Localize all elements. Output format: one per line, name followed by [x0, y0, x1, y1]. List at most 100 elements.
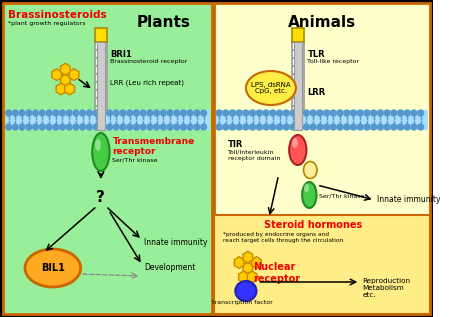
Circle shape	[270, 124, 276, 130]
Circle shape	[6, 124, 12, 130]
Text: ?: ?	[97, 190, 105, 205]
Ellipse shape	[235, 281, 257, 301]
Circle shape	[66, 124, 72, 130]
Text: TLR: TLR	[308, 50, 325, 59]
Circle shape	[127, 124, 133, 130]
Circle shape	[391, 124, 397, 130]
Circle shape	[364, 124, 370, 130]
Circle shape	[174, 124, 179, 130]
Circle shape	[120, 124, 126, 130]
Ellipse shape	[292, 138, 298, 148]
Circle shape	[377, 124, 383, 130]
Circle shape	[19, 110, 25, 116]
Circle shape	[290, 124, 296, 130]
Text: Innate immunity: Innate immunity	[377, 196, 440, 204]
Circle shape	[13, 124, 18, 130]
Ellipse shape	[302, 182, 317, 208]
Circle shape	[411, 110, 417, 116]
Ellipse shape	[304, 161, 317, 178]
Text: LRR: LRR	[308, 88, 326, 97]
Circle shape	[304, 110, 309, 116]
Ellipse shape	[304, 184, 309, 192]
Circle shape	[87, 124, 92, 130]
Circle shape	[154, 124, 160, 130]
Circle shape	[167, 110, 173, 116]
Circle shape	[276, 110, 282, 116]
Ellipse shape	[95, 139, 101, 151]
Circle shape	[53, 124, 59, 130]
Circle shape	[223, 110, 229, 116]
Circle shape	[270, 110, 276, 116]
Circle shape	[236, 124, 242, 130]
Circle shape	[32, 110, 38, 116]
Ellipse shape	[25, 249, 81, 287]
Circle shape	[371, 110, 377, 116]
Circle shape	[257, 110, 262, 116]
Circle shape	[384, 110, 390, 116]
Circle shape	[276, 124, 282, 130]
Circle shape	[243, 124, 249, 130]
Circle shape	[113, 124, 119, 130]
Circle shape	[310, 110, 316, 116]
Circle shape	[120, 110, 126, 116]
Text: Development: Development	[144, 263, 195, 272]
Circle shape	[357, 110, 363, 116]
Circle shape	[133, 124, 139, 130]
Text: Plants: Plants	[136, 15, 190, 30]
Circle shape	[73, 124, 79, 130]
Circle shape	[331, 124, 336, 130]
Circle shape	[263, 124, 269, 130]
Circle shape	[216, 124, 222, 130]
Text: Ser/Thr kinase: Ser/Thr kinase	[319, 193, 364, 198]
Circle shape	[350, 124, 356, 130]
Circle shape	[66, 110, 72, 116]
Circle shape	[250, 110, 256, 116]
Bar	[214, 3, 430, 314]
Circle shape	[364, 110, 370, 116]
Ellipse shape	[246, 71, 296, 105]
Circle shape	[337, 124, 343, 130]
Circle shape	[371, 124, 377, 130]
Circle shape	[60, 124, 65, 130]
Circle shape	[331, 110, 336, 116]
Circle shape	[154, 110, 160, 116]
Circle shape	[310, 124, 316, 130]
Circle shape	[263, 110, 269, 116]
Circle shape	[223, 124, 229, 130]
Circle shape	[236, 110, 242, 116]
Circle shape	[53, 110, 59, 116]
Circle shape	[26, 124, 32, 130]
Circle shape	[344, 124, 350, 130]
Circle shape	[187, 110, 193, 116]
Circle shape	[283, 110, 289, 116]
Circle shape	[161, 124, 166, 130]
Text: Brassinosteroid receptor: Brassinosteroid receptor	[110, 59, 188, 64]
Circle shape	[60, 110, 65, 116]
Circle shape	[283, 124, 289, 130]
Circle shape	[127, 110, 133, 116]
Text: *plant growth regulators: *plant growth regulators	[8, 21, 85, 26]
Text: LPS, dsRNA
CpG, etc.: LPS, dsRNA CpG, etc.	[251, 81, 291, 94]
Circle shape	[317, 124, 323, 130]
Circle shape	[26, 110, 32, 116]
Circle shape	[80, 110, 86, 116]
Circle shape	[317, 110, 323, 116]
Text: LRR (Leu rich repeat): LRR (Leu rich repeat)	[110, 80, 184, 87]
Circle shape	[73, 110, 79, 116]
Circle shape	[324, 110, 330, 116]
Bar	[214, 215, 430, 314]
Circle shape	[398, 110, 404, 116]
Circle shape	[106, 110, 112, 116]
Text: Toll/Interleukin
receptor domain: Toll/Interleukin receptor domain	[228, 150, 280, 161]
Circle shape	[357, 124, 363, 130]
Ellipse shape	[92, 133, 110, 171]
Bar	[95, 42, 106, 110]
Circle shape	[133, 110, 139, 116]
Circle shape	[243, 110, 249, 116]
Circle shape	[257, 124, 262, 130]
Ellipse shape	[289, 135, 306, 165]
Circle shape	[147, 124, 153, 130]
Circle shape	[324, 124, 330, 130]
Text: Nuclear
receptor: Nuclear receptor	[253, 262, 301, 284]
Circle shape	[405, 124, 410, 130]
